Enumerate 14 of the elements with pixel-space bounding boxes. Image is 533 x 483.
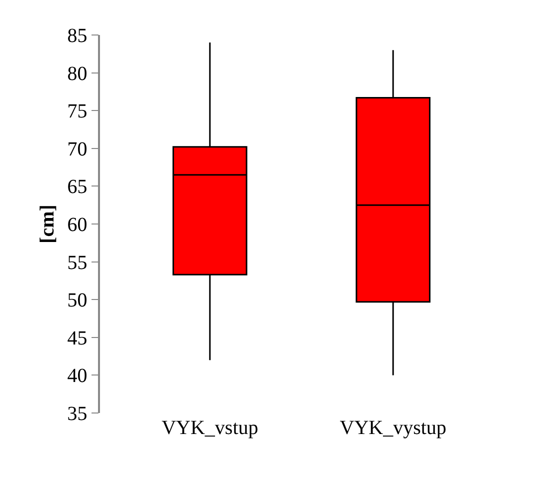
y-tick-label: 85: [67, 25, 88, 47]
y-tick-label: 35: [67, 403, 88, 425]
y-tick-label: 45: [67, 327, 88, 350]
y-tick-label: 60: [67, 214, 88, 236]
y-axis-title: [cm]: [36, 204, 58, 244]
y-tick-label: 65: [67, 176, 88, 198]
y-tick-label: 75: [67, 100, 88, 123]
y-tick-label: 50: [67, 290, 88, 312]
y-tick-label: 55: [67, 252, 88, 274]
y-tick-label: 40: [67, 365, 88, 388]
x-tick-label: VYK_vystup: [340, 417, 446, 439]
y-tick-label: 80: [67, 62, 88, 85]
x-tick-label: VYK_vstup: [162, 417, 258, 439]
y-tick-label: 70: [67, 138, 88, 160]
